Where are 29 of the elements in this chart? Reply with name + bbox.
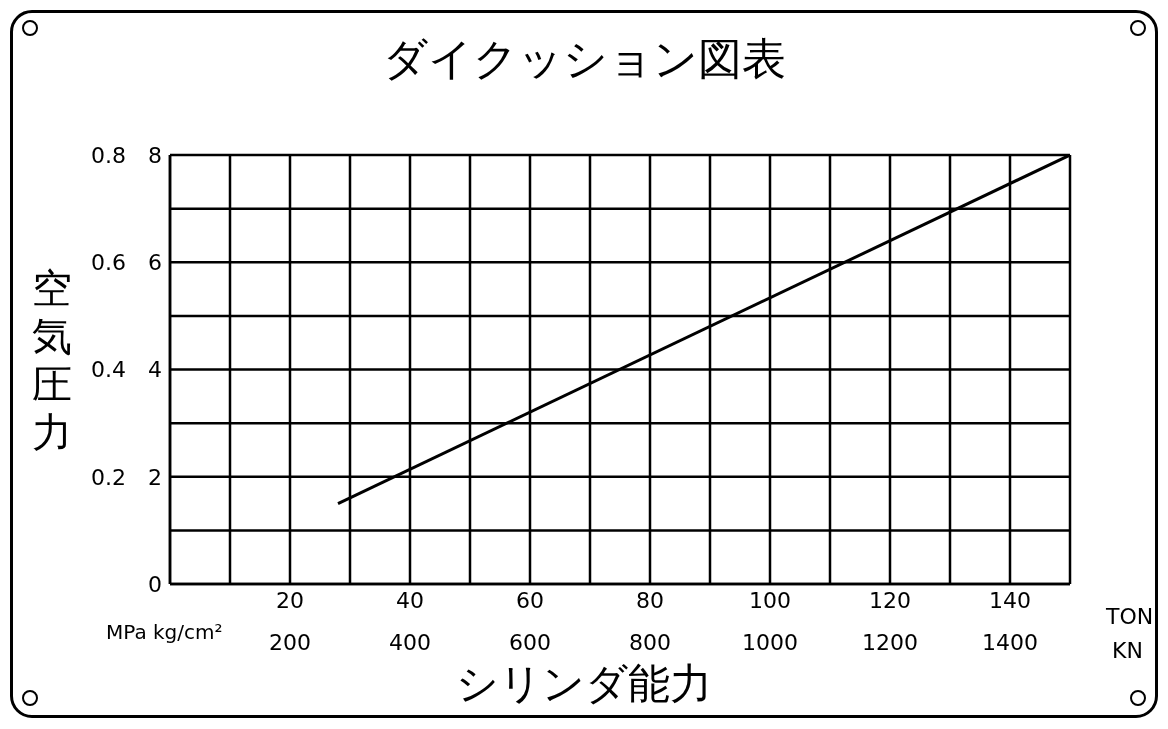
y2-tick-label: 4 bbox=[148, 357, 162, 383]
y2-tick-label: 2 bbox=[148, 464, 162, 490]
y-tick-label: 0.2 bbox=[91, 464, 126, 490]
x2-tick-label: 1000 bbox=[741, 630, 799, 655]
chart-title: ダイクッション図表 bbox=[381, 32, 787, 86]
y-tick-label: 0.4 bbox=[91, 357, 126, 383]
x2-tick-label: 1200 bbox=[861, 630, 919, 655]
y2-tick-label: 8 bbox=[148, 142, 162, 168]
text: TON bbox=[1106, 604, 1154, 629]
y-tick-label: 0.6 bbox=[91, 250, 126, 276]
y2-tick-label: 0 bbox=[148, 571, 162, 597]
text: MPa kg/cm² bbox=[106, 620, 223, 644]
x-tick-label: 140 bbox=[989, 587, 1031, 613]
y-tick-label: 0.8 bbox=[91, 142, 126, 168]
x-axis-title: シリンダ能力 bbox=[456, 659, 712, 708]
text: KN bbox=[1112, 638, 1143, 663]
y2-tick-label: 6 bbox=[148, 250, 162, 276]
x-tick-label: 60 bbox=[516, 587, 544, 613]
x-tick-label: 120 bbox=[869, 587, 911, 613]
x-tick-label: 20 bbox=[276, 587, 304, 613]
x2-tick-label: 1400 bbox=[981, 630, 1039, 655]
x-tick-label: 80 bbox=[636, 587, 664, 613]
x-tick-label: 100 bbox=[749, 587, 791, 613]
x2-tick-label: 800 bbox=[628, 630, 672, 655]
x2-tick-label: 200 bbox=[268, 630, 312, 655]
y-axis-title: 空気圧力 bbox=[31, 264, 73, 456]
x2-tick-label: 600 bbox=[508, 630, 552, 655]
x-tick-label: 40 bbox=[396, 587, 424, 613]
x2-tick-label: 400 bbox=[388, 630, 432, 655]
